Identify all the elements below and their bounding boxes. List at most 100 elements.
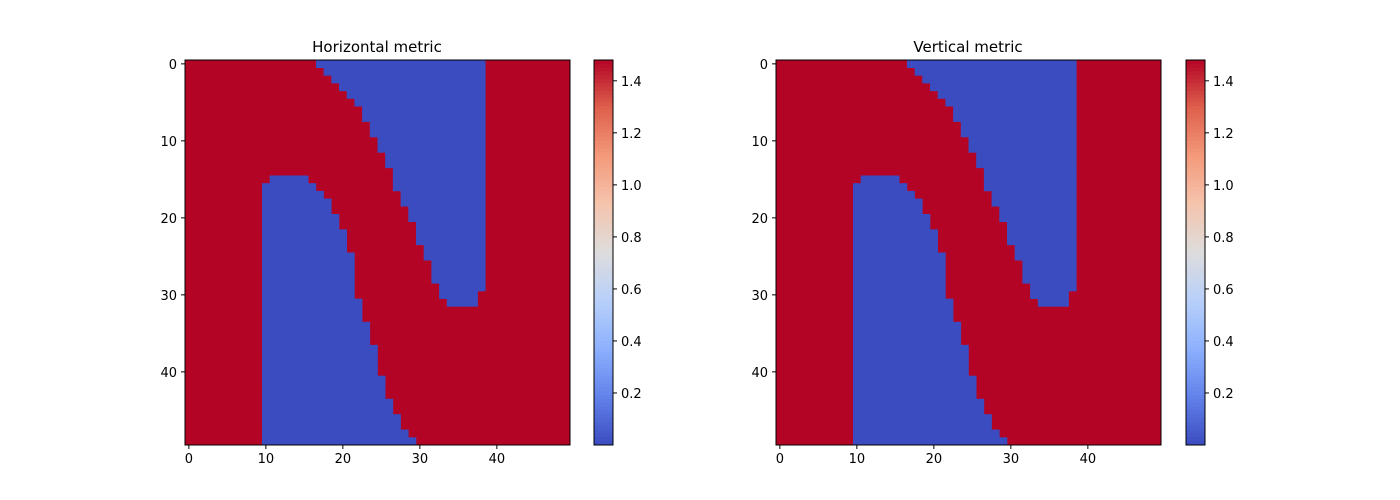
colorbar-segment	[594, 214, 613, 219]
heatmap-cell-run	[983, 167, 1077, 176]
colorbar-segment	[594, 121, 613, 126]
colorbar-segment	[1186, 414, 1205, 419]
colorbar-segment	[1186, 317, 1205, 323]
heatmap-cell-run	[369, 129, 486, 138]
heatmap-cell-run	[392, 167, 486, 176]
heatmap-cell-run	[991, 190, 1077, 199]
colorbar-segment	[1186, 256, 1205, 261]
colorbar-segment	[594, 90, 613, 96]
colorbar-tick-label: 1.2	[621, 127, 642, 142]
colorbar-segment	[594, 383, 613, 388]
colorbar-segment	[594, 129, 613, 134]
x-tick-label: 30	[412, 452, 429, 467]
heatmap-cell-run	[853, 391, 977, 400]
colorbar-segment	[1186, 344, 1205, 350]
colorbar-segment	[594, 110, 613, 115]
heatmap-cell-run	[968, 144, 1077, 153]
colorbar-segment	[594, 356, 613, 361]
colorbar-segment	[1186, 179, 1205, 184]
heatmap-cell-run	[262, 190, 324, 199]
y-axis: 0 10 20 30 40	[160, 58, 185, 381]
colorbar-segment	[1186, 229, 1205, 234]
colorbar-segment	[594, 337, 613, 342]
colorbar-segment	[594, 375, 613, 380]
colorbar-segment	[594, 98, 613, 103]
colorbar-segment	[594, 71, 613, 76]
colorbar-segment	[594, 233, 613, 238]
chart-title: Horizontal metric	[312, 38, 442, 56]
colorbar-segment	[1186, 425, 1205, 430]
heatmap-cell-run	[262, 252, 355, 261]
colorbar-tick-label: 0.4	[621, 335, 642, 350]
heatmap-cell-run	[853, 237, 938, 246]
colorbar-segment	[1186, 113, 1205, 119]
heatmap-cells	[185, 60, 570, 446]
colorbar-segment	[1186, 129, 1205, 134]
heatmap-cell-run	[431, 267, 486, 276]
colorbar-segment	[1186, 329, 1205, 334]
colorbar-segment	[1186, 360, 1205, 365]
colorbar-tick-label: 1.0	[621, 179, 642, 194]
x-tick-label: 10	[849, 452, 866, 467]
colorbar-segment	[594, 294, 613, 300]
colorbar-tick-label: 0.6	[1213, 283, 1234, 298]
colorbar-segment	[1186, 83, 1205, 88]
colorbar-segment	[1186, 271, 1205, 276]
heatmap-cell-run	[922, 75, 1077, 84]
heatmap-cell-run	[853, 291, 946, 299]
heatmap-cell-run	[853, 214, 931, 222]
colorbar-tick-label: 1.2	[1213, 127, 1234, 142]
colorbar-segment	[594, 244, 613, 250]
colorbar-segment	[594, 287, 613, 292]
heatmap-cell-run	[853, 267, 946, 276]
heatmap-cell-run	[853, 352, 969, 361]
colorbar-segment	[1186, 260, 1205, 265]
colorbar-segment	[594, 79, 613, 84]
heatmap-cell-run	[262, 244, 347, 253]
colorbar-segment	[594, 67, 613, 72]
heatmap-cell-run	[930, 83, 1077, 92]
colorbar-segment	[594, 310, 613, 315]
heatmap-cell-run	[976, 152, 1077, 161]
colorbar-segment	[1186, 140, 1205, 146]
colorbar-segment	[594, 394, 613, 400]
heatmap-cell-run	[408, 206, 486, 215]
colorbar-segment	[1186, 106, 1205, 111]
colorbar-segment	[1186, 144, 1205, 149]
heatmap-cell-run	[262, 421, 401, 430]
heatmap-cell-run	[991, 198, 1077, 207]
colorbar-segment	[1186, 433, 1205, 438]
colorbar-segment	[1186, 117, 1205, 122]
colorbar-segment	[1186, 275, 1205, 280]
colorbar-segment	[1186, 375, 1205, 380]
colorbar-segment	[1186, 248, 1205, 253]
heatmap-cell-run	[323, 67, 486, 76]
heatmap-cell-run	[262, 368, 378, 376]
heatmap-cell-run	[853, 221, 931, 230]
colorbar-segment	[1186, 264, 1205, 269]
y-tick-label: 40	[160, 366, 177, 381]
colorbar-tick-label: 0.2	[1213, 387, 1234, 402]
heatmap-cell-run	[362, 113, 486, 122]
colorbar-segment	[1186, 152, 1205, 157]
colorbar-segment	[1186, 148, 1205, 153]
heatmap-cell-run	[853, 283, 946, 292]
colorbar-segment	[1186, 402, 1205, 407]
heatmap-cell-run	[1014, 252, 1077, 261]
heatmap-cell-run	[262, 437, 417, 446]
colorbar-segment	[594, 179, 613, 184]
colorbar-segment	[1186, 429, 1205, 434]
heatmap-cell-run	[400, 198, 486, 207]
colorbar-segment	[1186, 364, 1205, 369]
heatmap-cell-run	[1022, 275, 1077, 284]
colorbar-segment	[594, 156, 613, 161]
heatmap-cell-run	[262, 429, 409, 438]
colorbar-segment	[1186, 387, 1205, 392]
heatmap-cell-run	[262, 398, 394, 407]
heatmap-cell-run	[937, 90, 1077, 99]
colorbar-segment	[594, 202, 613, 207]
colorbar-segment	[594, 379, 613, 384]
colorbar-segment	[594, 325, 613, 330]
colorbar-segment	[1186, 163, 1205, 169]
